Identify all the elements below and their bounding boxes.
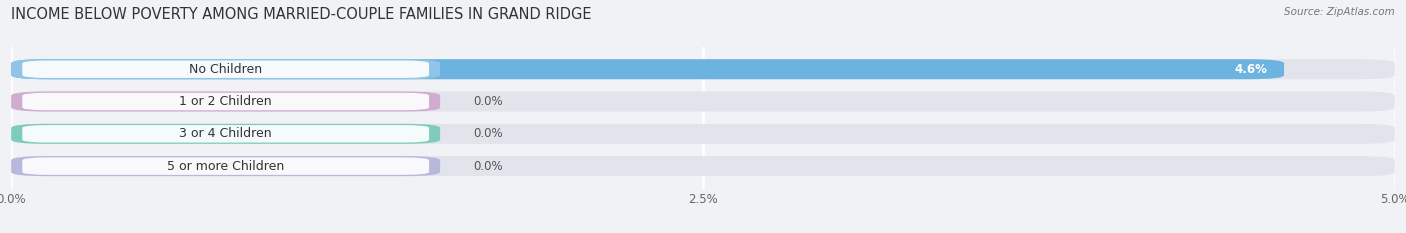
FancyBboxPatch shape: [22, 158, 429, 175]
FancyBboxPatch shape: [11, 59, 1395, 79]
Text: 0.0%: 0.0%: [474, 160, 503, 173]
FancyBboxPatch shape: [11, 92, 440, 112]
Text: 3 or 4 Children: 3 or 4 Children: [180, 127, 271, 140]
Text: 1 or 2 Children: 1 or 2 Children: [180, 95, 271, 108]
Text: INCOME BELOW POVERTY AMONG MARRIED-COUPLE FAMILIES IN GRAND RIDGE: INCOME BELOW POVERTY AMONG MARRIED-COUPL…: [11, 7, 592, 22]
FancyBboxPatch shape: [22, 93, 429, 110]
FancyBboxPatch shape: [22, 61, 429, 78]
Text: 5 or more Children: 5 or more Children: [167, 160, 284, 173]
Text: No Children: No Children: [190, 63, 263, 76]
FancyBboxPatch shape: [11, 59, 1284, 79]
FancyBboxPatch shape: [11, 156, 1395, 176]
Text: 4.6%: 4.6%: [1234, 63, 1267, 76]
FancyBboxPatch shape: [22, 125, 429, 143]
FancyBboxPatch shape: [11, 156, 440, 176]
FancyBboxPatch shape: [11, 59, 440, 79]
FancyBboxPatch shape: [11, 124, 1395, 144]
Text: Source: ZipAtlas.com: Source: ZipAtlas.com: [1284, 7, 1395, 17]
Text: 0.0%: 0.0%: [474, 127, 503, 140]
Text: 0.0%: 0.0%: [474, 95, 503, 108]
FancyBboxPatch shape: [11, 124, 440, 144]
FancyBboxPatch shape: [11, 92, 1395, 112]
